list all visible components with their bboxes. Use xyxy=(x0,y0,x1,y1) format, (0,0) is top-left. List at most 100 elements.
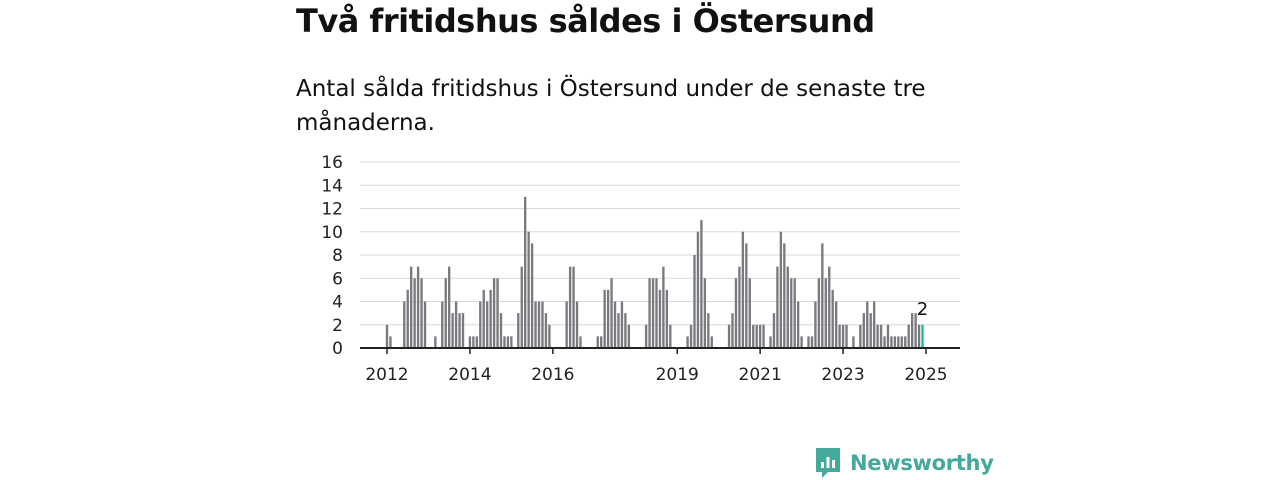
bar xyxy=(544,313,548,349)
bar xyxy=(693,255,696,348)
bar xyxy=(479,301,482,348)
bar xyxy=(548,324,551,348)
bar xyxy=(859,324,862,348)
bar xyxy=(403,301,406,348)
bar xyxy=(783,243,786,349)
y-tick-label: 6 xyxy=(332,269,343,289)
bar xyxy=(575,301,579,348)
bar xyxy=(451,313,454,349)
y-tick-label: 10 xyxy=(321,223,343,243)
bar xyxy=(772,313,776,349)
bar xyxy=(492,278,496,348)
bar xyxy=(627,324,631,348)
bar xyxy=(658,289,662,349)
x-tick-label: 2021 xyxy=(739,365,782,385)
x-tick-label: 2019 xyxy=(656,365,699,385)
bar xyxy=(741,231,745,348)
bar xyxy=(731,313,734,349)
bar xyxy=(568,266,572,349)
bar xyxy=(486,301,489,348)
bar xyxy=(703,278,707,348)
bar xyxy=(779,231,783,348)
bar xyxy=(886,324,890,348)
bar xyxy=(600,336,603,349)
x-tick-label: 2023 xyxy=(821,365,864,385)
bar xyxy=(503,336,506,349)
bar xyxy=(917,324,921,348)
last-value-label: 2 xyxy=(917,299,928,320)
bar xyxy=(389,336,392,349)
y-tick-label: 0 xyxy=(332,339,343,359)
y-tick-label: 2 xyxy=(332,316,343,336)
bar xyxy=(758,324,762,348)
bar xyxy=(904,336,907,349)
bar xyxy=(872,301,876,348)
bar xyxy=(796,301,800,348)
bar xyxy=(907,324,910,348)
bar xyxy=(420,278,423,348)
bar xyxy=(496,278,499,348)
bar xyxy=(662,266,665,349)
brand-name: Newsworthy xyxy=(850,451,994,475)
bar xyxy=(696,231,700,348)
bar xyxy=(441,301,444,348)
bar xyxy=(745,243,748,349)
bar xyxy=(814,301,817,348)
bar xyxy=(876,324,879,348)
bar xyxy=(862,313,865,349)
bar xyxy=(448,266,451,349)
bar xyxy=(475,336,478,349)
bar xyxy=(413,278,416,348)
bar xyxy=(793,278,796,348)
bar xyxy=(707,313,710,349)
bar xyxy=(710,336,713,349)
bar xyxy=(454,301,458,348)
bar xyxy=(810,336,814,349)
bar xyxy=(510,336,513,349)
bar xyxy=(499,313,503,349)
bar xyxy=(776,266,779,349)
bar xyxy=(748,278,751,348)
bar xyxy=(520,266,523,349)
bar xyxy=(506,336,510,349)
chart-title: Två fritidshus såldes i Östersund xyxy=(296,2,875,40)
bar xyxy=(831,289,834,349)
bar xyxy=(762,324,765,348)
bar xyxy=(406,289,409,349)
bar-latest xyxy=(921,324,924,348)
bar xyxy=(410,266,413,349)
bar xyxy=(869,313,872,349)
bar xyxy=(537,301,541,348)
bar xyxy=(755,324,758,348)
bar xyxy=(468,336,472,349)
y-tick-label: 16 xyxy=(321,153,343,173)
bar xyxy=(565,301,568,348)
bar xyxy=(534,301,537,348)
y-axis-tick-labels: 0 2 4 6 8 10 12 14 16 xyxy=(321,153,343,359)
bars xyxy=(385,196,924,349)
bar xyxy=(845,324,848,348)
bar xyxy=(617,313,620,349)
bar xyxy=(817,278,821,348)
bar xyxy=(786,266,789,349)
bar xyxy=(914,313,917,349)
y-tick-label: 8 xyxy=(332,246,343,266)
bar xyxy=(838,324,841,348)
x-tick-label: 2012 xyxy=(365,365,408,385)
bar xyxy=(700,220,703,349)
bar xyxy=(738,266,741,349)
bar xyxy=(610,278,613,348)
bar xyxy=(824,278,827,348)
bar xyxy=(530,243,534,349)
bar xyxy=(665,289,669,349)
newsworthy-logo: Newsworthy xyxy=(814,446,994,480)
bar xyxy=(790,278,793,348)
bar xyxy=(800,336,803,349)
bar xyxy=(541,301,544,348)
bar xyxy=(852,336,855,349)
bar xyxy=(821,243,824,349)
bar xyxy=(651,278,655,348)
bar xyxy=(897,336,900,349)
bar xyxy=(423,301,427,348)
